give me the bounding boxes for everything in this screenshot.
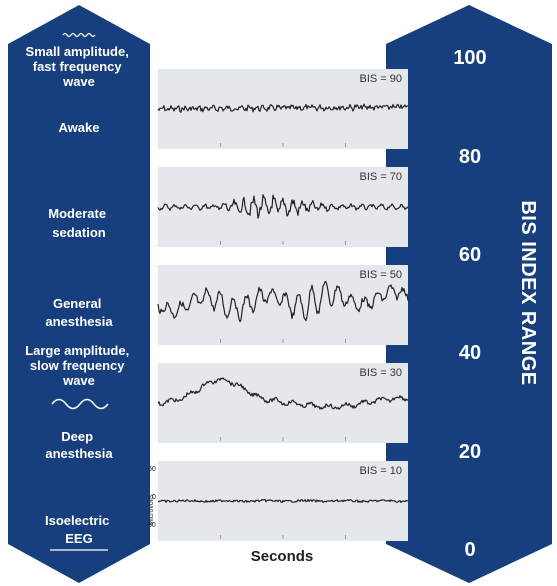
eeg-waveform-1 [157, 103, 409, 113]
label-small-fast-line-1: Small amplitude, [26, 44, 129, 59]
bis-index-range-title: BIS INDEX RANGE [517, 200, 539, 385]
label-moderate-line-2: sedation [52, 225, 106, 240]
eeg-panel-2 [158, 167, 408, 247]
label-isoelectric-eeg: Isoelectric EEG [45, 513, 113, 546]
label-small-fast-wave: Small amplitude, fast frequency wave [26, 44, 133, 89]
label-awake-line-1: Awake [59, 120, 100, 135]
scale-tick-20: 20 [459, 441, 481, 463]
x-axis-label: Seconds [251, 548, 314, 565]
label-small-fast-line-2: fast frequency [33, 59, 123, 74]
label-moderate-line-1: Moderate [48, 206, 106, 221]
scale-tick-80: 80 [459, 146, 481, 168]
microvolts-axis-label: Microvolts [148, 494, 155, 526]
eeg-waveform-3 [157, 281, 409, 323]
eeg-panel-4 [158, 363, 408, 443]
microvolts-tick-bottom: 50 [148, 522, 156, 529]
left-double-arrow [8, 5, 150, 583]
scale-tick-60: 60 [459, 244, 481, 266]
label-general-line-2: anesthesia [45, 314, 113, 329]
bis-value-label: BIS = 50 [359, 269, 402, 281]
slow-wave-icon [51, 398, 109, 410]
bis-value-label: BIS = 70 [359, 171, 402, 183]
bis-value-label: BIS = 30 [359, 367, 402, 379]
microvolts-tick-mid: 0 [152, 494, 156, 501]
label-deep-anesthesia: Deep anesthesia [45, 429, 113, 461]
bis-value-label: BIS = 90 [359, 73, 402, 85]
label-large-slow-line-1: Large amplitude, [25, 343, 129, 358]
label-deep-line-1: Deep [61, 429, 93, 444]
label-large-slow-line-2: slow frequency [30, 358, 125, 373]
label-general-anesthesia: General anesthesia [45, 296, 113, 329]
scale-tick-40: 40 [459, 342, 481, 364]
bis-value-label: BIS = 10 [359, 465, 402, 477]
label-small-fast-line-3: wave [62, 74, 95, 89]
microvolts-tick-top: 50 [148, 466, 156, 473]
eeg-waveform-2 [157, 194, 409, 219]
eeg-panels: BIS = 90 BIS = 70 BIS = 50 BIS = 30 BIS = 10 [157, 69, 409, 541]
label-isoelectric-line-2: EEG [65, 531, 92, 546]
fast-wave-icon [62, 32, 96, 38]
label-awake: Awake [59, 120, 100, 135]
eeg-waveform-4 [157, 377, 409, 410]
label-general-line-1: General [53, 296, 101, 311]
label-deep-line-2: anesthesia [45, 446, 113, 461]
label-large-slow-line-3: wave [62, 373, 95, 388]
right-double-arrow [386, 5, 552, 583]
eeg-waveform-5 [157, 498, 409, 503]
scale-tick-0: 0 [464, 539, 475, 561]
scale-tick-100: 100 [453, 47, 486, 69]
label-isoelectric-line-1: Isoelectric [45, 513, 109, 528]
eeg-panel-3 [158, 265, 408, 345]
label-moderate-sedation: Moderate sedation [48, 206, 109, 240]
label-large-slow-wave: Large amplitude, slow frequency wave [25, 343, 133, 388]
